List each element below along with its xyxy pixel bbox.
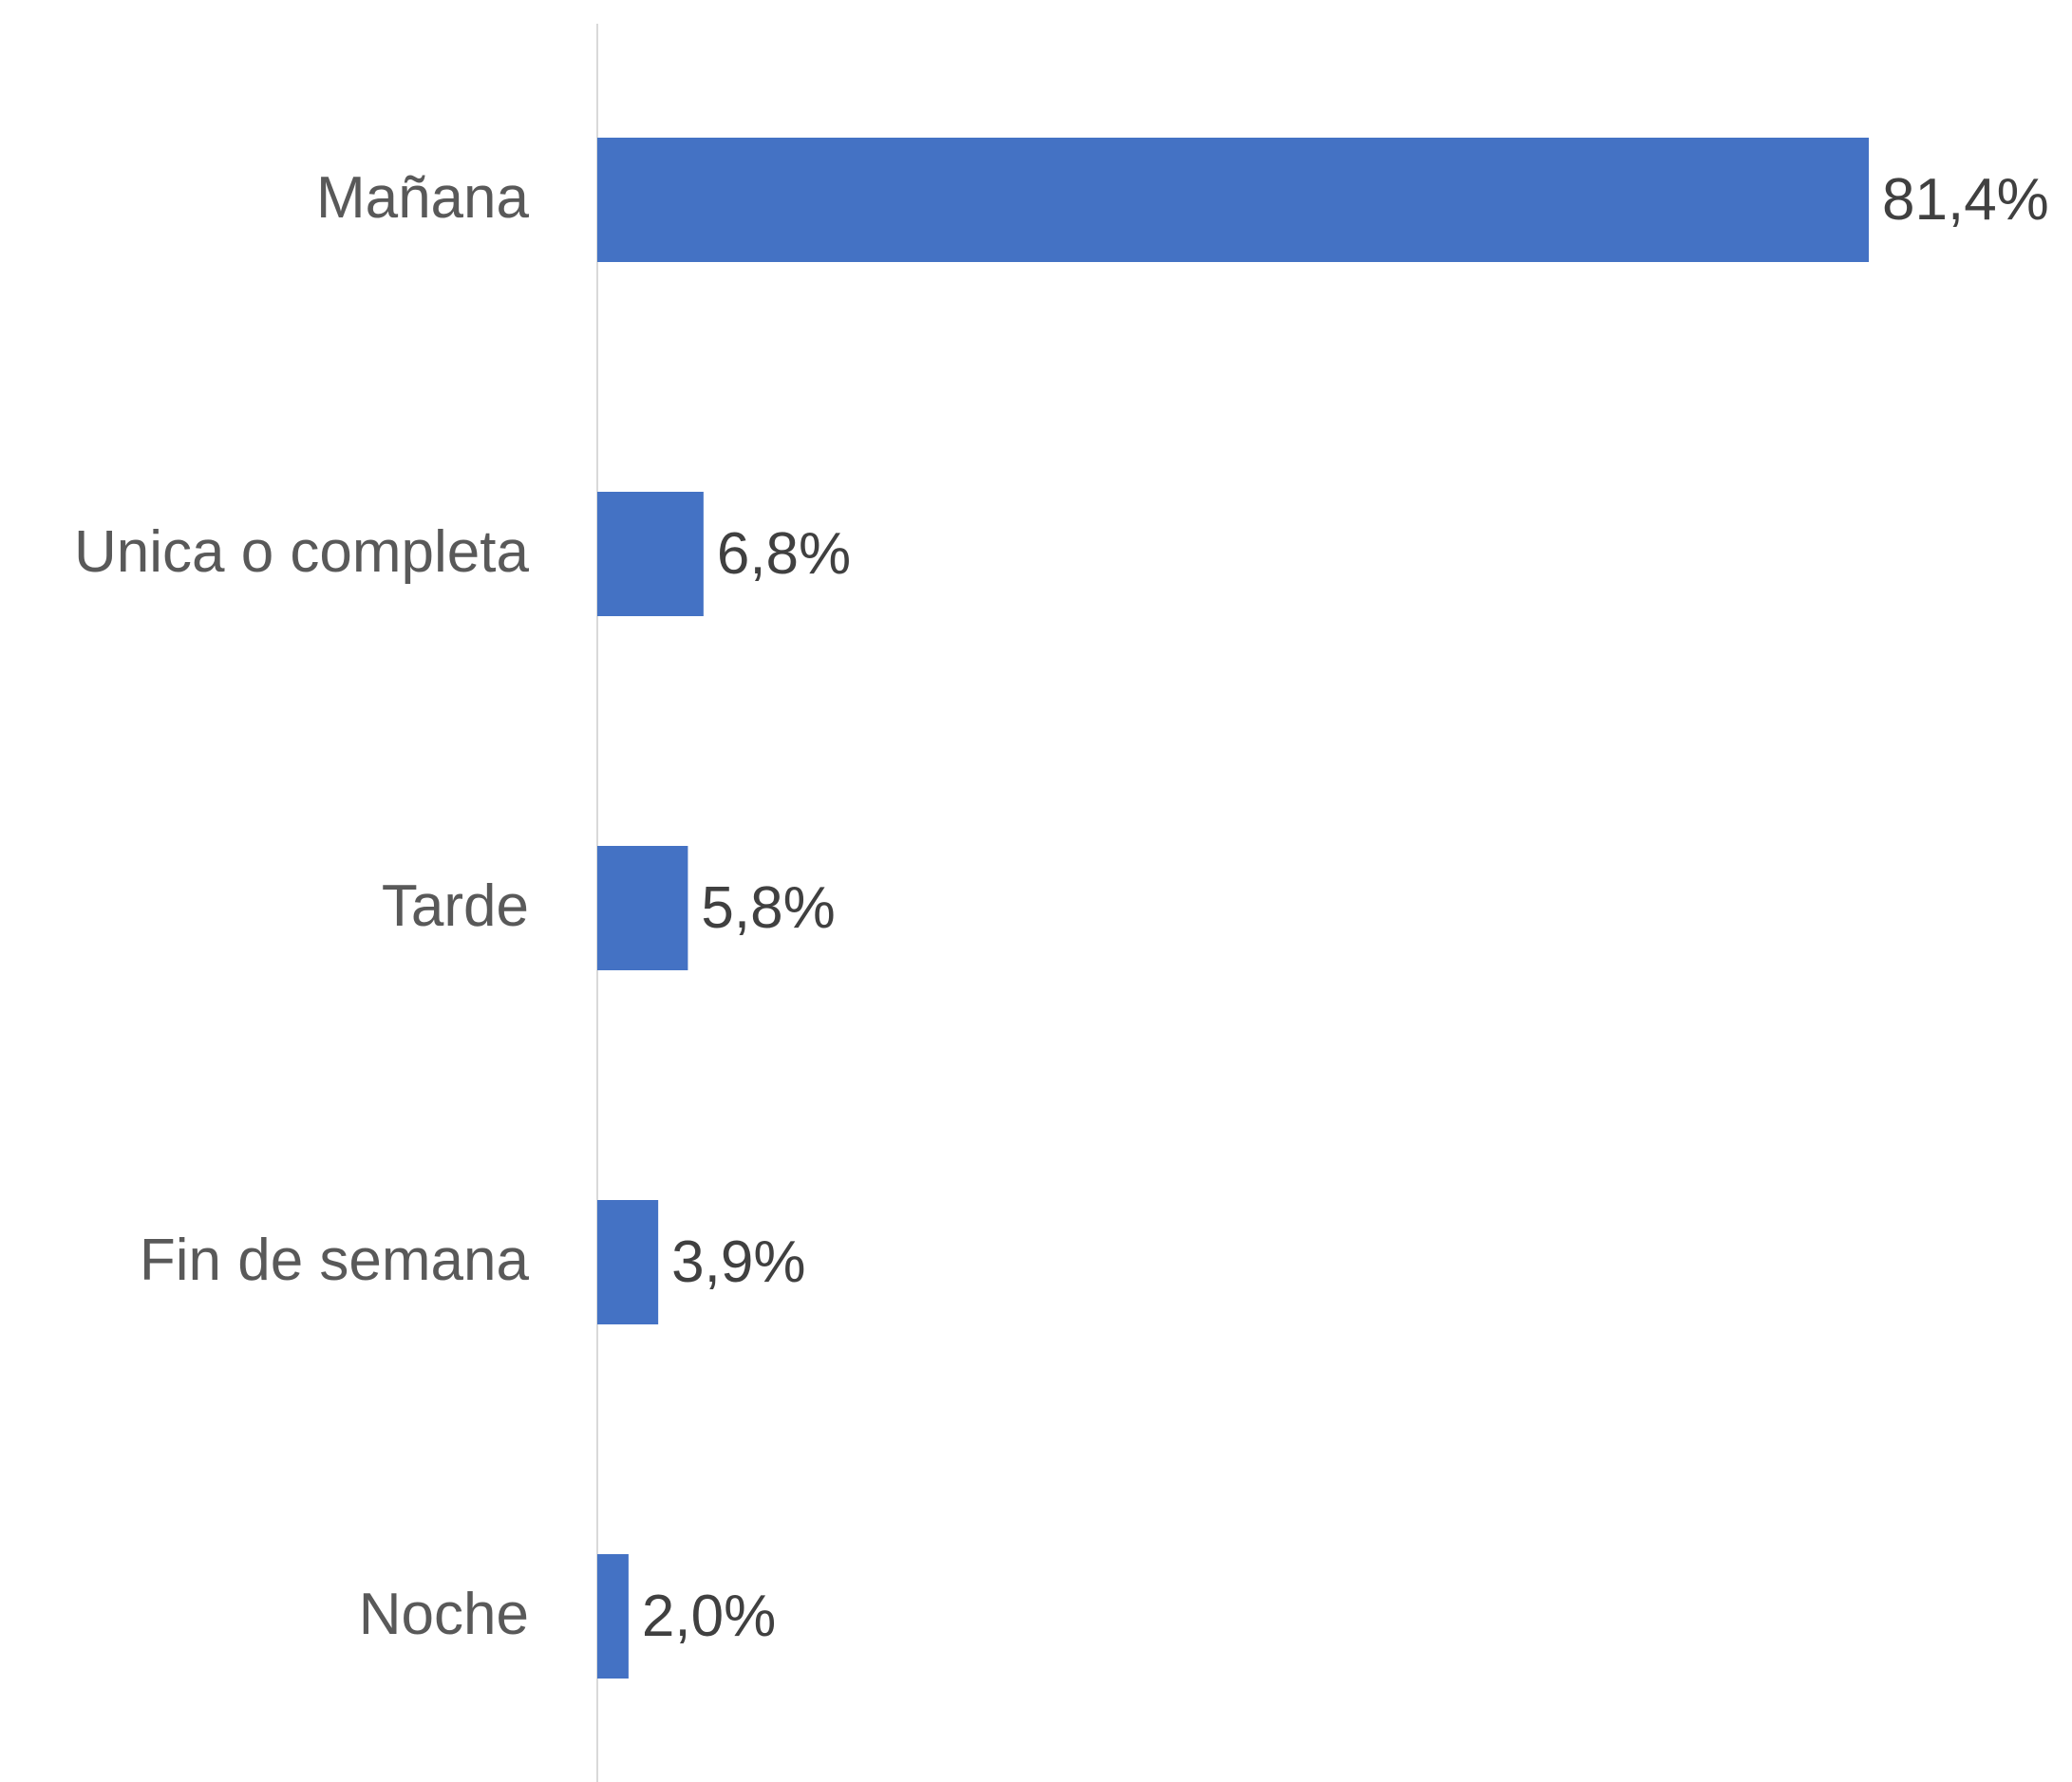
category-label: Unica o completa: [74, 519, 530, 585]
bar: [597, 1200, 659, 1324]
value-label: 2,0%: [642, 1584, 776, 1649]
value-label: 6,8%: [717, 521, 851, 587]
value-label: 81,4%: [1882, 167, 2049, 233]
bar: [597, 846, 688, 970]
category-label: Fin de semana: [140, 1228, 530, 1293]
bar: [597, 492, 704, 616]
value-label: 5,8%: [701, 875, 835, 941]
category-label: Noche: [359, 1582, 529, 1647]
category-label: Mañana: [316, 165, 530, 231]
bar: [597, 1554, 629, 1679]
value-label: 3,9%: [671, 1229, 805, 1295]
category-label: Tarde: [382, 873, 529, 939]
bar: [597, 138, 1869, 262]
